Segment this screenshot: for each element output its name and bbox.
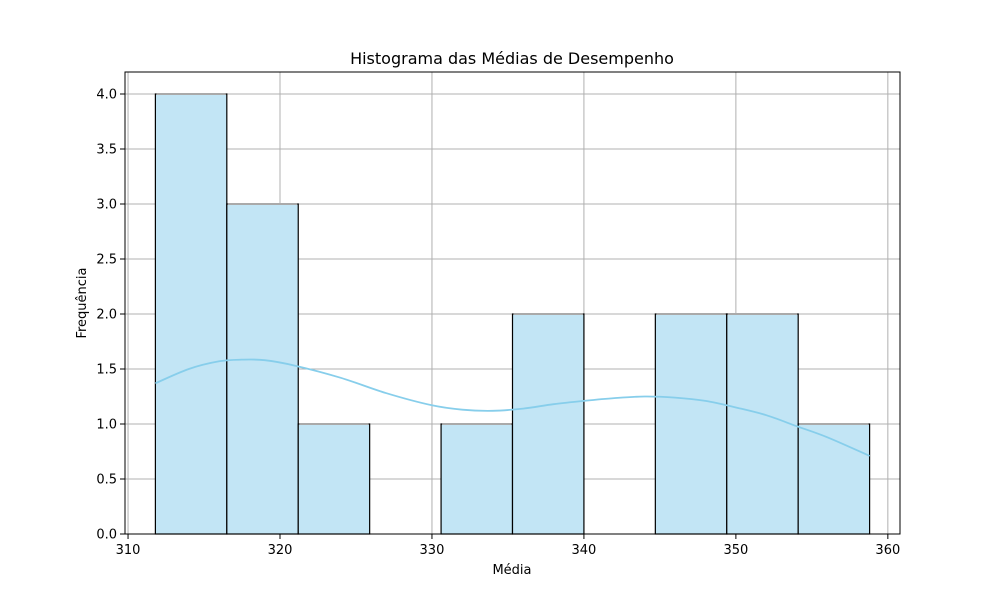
y-tick-label: 0.0 xyxy=(96,528,117,543)
y-axis-label: Frequência xyxy=(75,267,90,338)
x-tick-label: 320 xyxy=(268,543,293,558)
bars-layer xyxy=(154,93,871,535)
histogram-bar xyxy=(654,313,728,535)
histogram-bar xyxy=(440,423,514,535)
histogram-bar xyxy=(297,423,371,535)
plot-frame xyxy=(124,71,901,535)
x-tick-label: 310 xyxy=(116,543,141,558)
kde-curve xyxy=(155,358,870,457)
x-tick-label: 340 xyxy=(572,543,597,558)
histogram-bar xyxy=(726,313,799,535)
y-axis: 0.0 0.5 1.0 1.5 2.0 2.5 3.0 3.5 4.0 xyxy=(96,88,125,543)
histogram-bar xyxy=(154,93,228,535)
y-tick-label: 1.5 xyxy=(96,363,117,378)
kde-layer xyxy=(155,358,870,457)
y-tick-label: 2.5 xyxy=(96,253,117,268)
x-tick-label: 330 xyxy=(420,543,445,558)
histogram-bar xyxy=(511,313,585,535)
y-tick-label: 3.0 xyxy=(96,198,117,213)
y-tick-label: 1.0 xyxy=(96,418,117,433)
x-axis: 310 320 330 340 350 360 xyxy=(116,534,900,558)
x-tick-label: 360 xyxy=(875,543,900,558)
y-tick-label: 4.0 xyxy=(96,88,117,103)
histogram-bar xyxy=(226,203,299,535)
chart-title: Histograma das Médias de Desempenho xyxy=(350,49,674,68)
y-tick-label: 0.5 xyxy=(96,473,117,488)
y-tick-label: 2.0 xyxy=(96,308,117,323)
x-tick-label: 350 xyxy=(723,543,748,558)
x-axis-label: Média xyxy=(492,563,531,578)
y-tick-label: 3.5 xyxy=(96,143,117,158)
